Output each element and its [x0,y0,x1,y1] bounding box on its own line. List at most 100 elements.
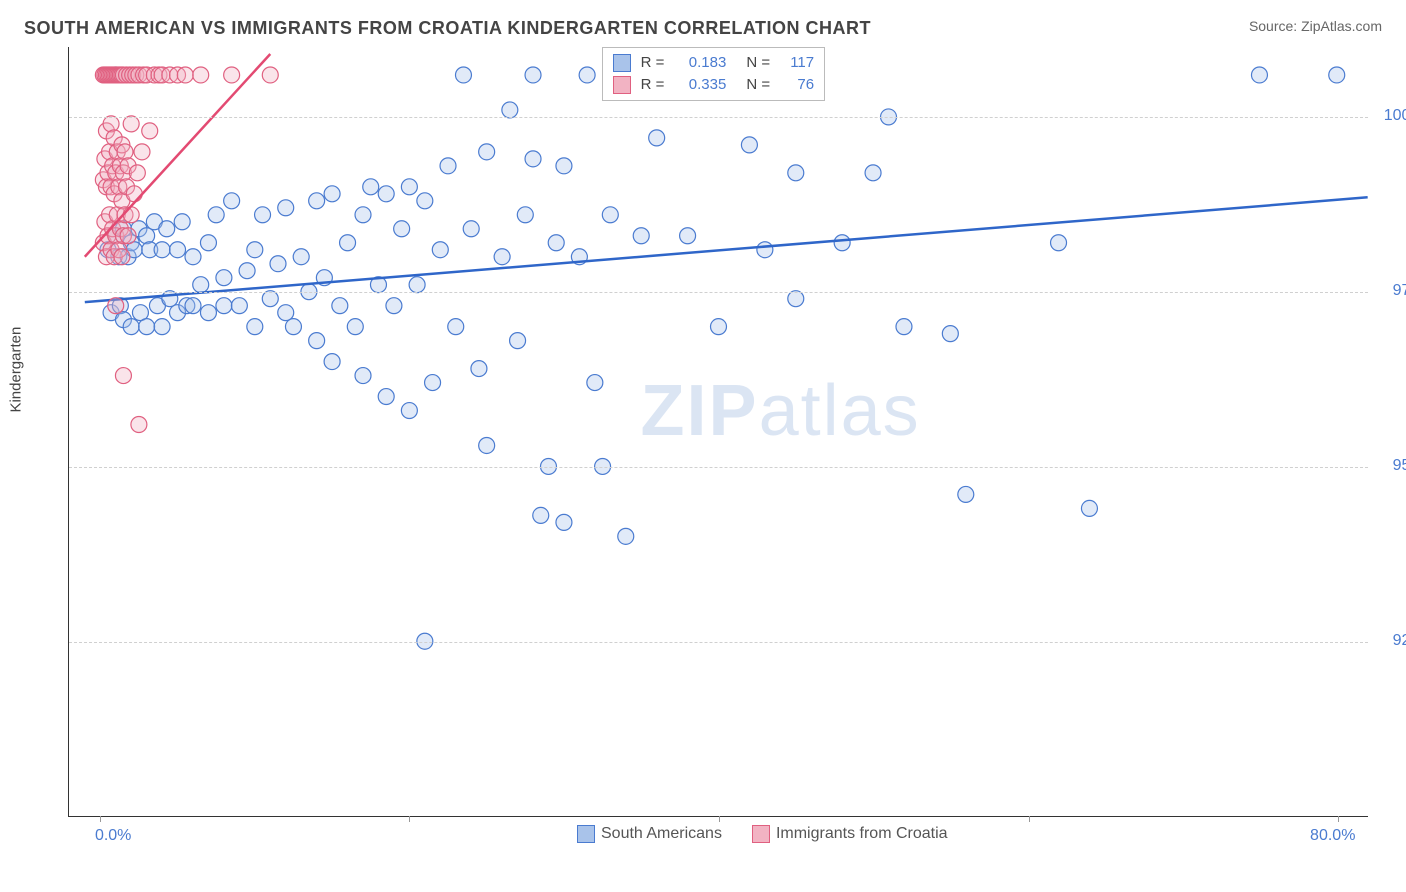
scatter-point [154,242,170,258]
scatter-point [224,193,240,209]
scatter-point [1081,500,1097,516]
scatter-point [117,144,133,160]
scatter-point [262,291,278,307]
scatter-point [409,277,425,293]
gridline-h [69,117,1368,118]
scatter-point [618,528,634,544]
correlation-legend: R =0.183N =117R =0.335N =76 [602,47,826,101]
scatter-point [108,298,124,314]
scatter-point [131,417,147,433]
scatter-point [633,228,649,244]
x-tick [100,816,101,822]
scatter-point [556,514,572,530]
gridline-h [69,467,1368,468]
scatter-point [355,207,371,223]
x-tick [1029,816,1030,822]
scatter-point [103,116,119,132]
scatter-point [139,228,155,244]
scatter-point [517,207,533,223]
r-label: R = [641,74,665,96]
scatter-point [309,193,325,209]
scatter-point [834,235,850,251]
scatter-point [587,375,603,391]
r-label: R = [641,52,665,74]
scatter-point [1051,235,1067,251]
scatter-point [278,305,294,321]
scatter-point [120,228,136,244]
scatter-point [757,242,773,258]
scatter-point [200,305,216,321]
scatter-point [1329,67,1345,83]
scatter-point [788,291,804,307]
scatter-point [154,319,170,335]
scatter-point [788,165,804,181]
scatter-point [208,207,224,223]
n-label: N = [746,52,770,74]
series-legend-item: South Americans [577,825,722,843]
scatter-point [123,116,139,132]
scatter-point [711,319,727,335]
y-tick-label: 97.5% [1393,282,1406,300]
correlation-legend-row: R =0.183N =117 [613,52,815,74]
scatter-point [463,221,479,237]
x-tick [719,816,720,822]
scatter-point [185,298,201,314]
scatter-point [174,214,190,230]
scatter-point [958,486,974,502]
scatter-point [309,333,325,349]
scatter-point [386,298,402,314]
scatter-point [255,207,271,223]
scatter-point [378,389,394,405]
legend-swatch [752,825,770,843]
n-label: N = [746,74,770,96]
scatter-point [401,403,417,419]
scatter-point [129,165,145,181]
scatter-point [942,326,958,342]
legend-swatch [613,76,631,94]
scatter-point [494,249,510,265]
scatter-point [502,102,518,118]
scatter-point [324,186,340,202]
scatter-point [324,354,340,370]
scatter-point [185,249,201,265]
gridline-h [69,642,1368,643]
scatter-point [247,319,263,335]
scatter-point [525,67,541,83]
scatter-point [896,319,912,335]
scatter-point [378,186,394,202]
scatter-point [293,249,309,265]
scatter-point [1251,67,1267,83]
scatter-point [193,67,209,83]
scatter-point [510,333,526,349]
scatter-point [417,193,433,209]
scatter-point [471,361,487,377]
legend-swatch [613,54,631,72]
trend-line [85,197,1368,302]
scatter-point [479,144,495,160]
scatter-point [177,67,193,83]
scatter-point [448,319,464,335]
scatter-point [401,179,417,195]
scatter-point [239,263,255,279]
scatter-point [432,242,448,258]
scatter-point [115,368,131,384]
x-tick [409,816,410,822]
scatter-point [602,207,618,223]
scatter-point [270,256,286,272]
scatter-point [278,200,294,216]
x-tick [1338,816,1339,822]
scatter-point [142,123,158,139]
x-tick-label: 80.0% [1310,827,1355,845]
r-value: 0.335 [674,74,726,96]
scatter-point [525,151,541,167]
scatter-point [355,368,371,384]
scatter-point [216,270,232,286]
y-tick-label: 95.0% [1393,457,1406,475]
scatter-point [340,235,356,251]
source-attribution: Source: ZipAtlas.com [1249,18,1382,34]
scatter-point [533,507,549,523]
scatter-point [216,298,232,314]
x-tick-label: 0.0% [95,827,131,845]
scatter-point [556,158,572,174]
legend-swatch [577,825,595,843]
